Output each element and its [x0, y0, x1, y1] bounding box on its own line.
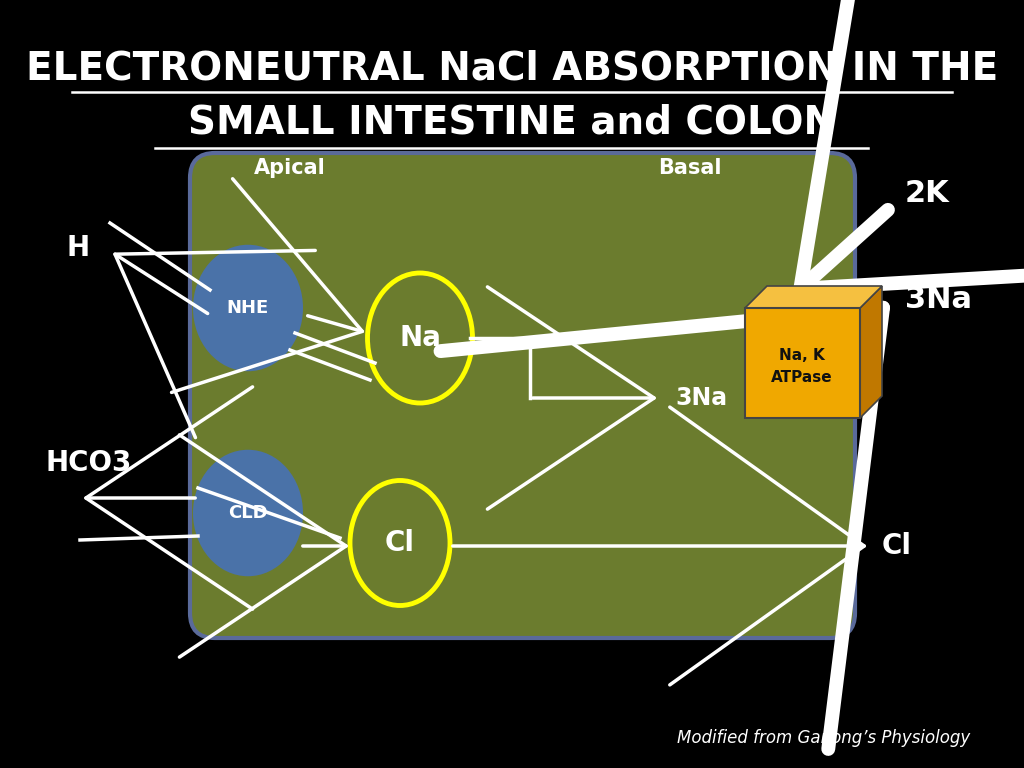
Ellipse shape	[368, 273, 472, 403]
Text: ATPase: ATPase	[771, 369, 833, 385]
Text: 2K: 2K	[905, 178, 949, 207]
Text: Apical: Apical	[254, 158, 326, 178]
Polygon shape	[860, 286, 882, 418]
Text: CLD: CLD	[228, 504, 268, 522]
Text: Cl: Cl	[385, 529, 415, 557]
Text: SMALL INTESTINE and COLON: SMALL INTESTINE and COLON	[188, 104, 836, 142]
Text: 3Na: 3Na	[675, 386, 727, 410]
Text: Basal: Basal	[658, 158, 722, 178]
Text: NHE: NHE	[227, 299, 269, 317]
Text: 3Na: 3Na	[905, 286, 972, 315]
Polygon shape	[745, 286, 882, 308]
Ellipse shape	[193, 450, 303, 576]
Text: Na, K: Na, K	[779, 347, 825, 362]
Ellipse shape	[193, 245, 303, 371]
Text: Cl: Cl	[882, 532, 912, 560]
FancyBboxPatch shape	[190, 153, 855, 638]
Ellipse shape	[350, 481, 450, 605]
Text: H: H	[67, 234, 89, 262]
Text: Modified from Ganong’s Physiology: Modified from Ganong’s Physiology	[677, 729, 970, 747]
Text: Na: Na	[399, 324, 441, 352]
Polygon shape	[745, 308, 860, 418]
Text: HCO3: HCO3	[45, 449, 131, 477]
Text: ELECTRONEUTRAL NaCl ABSORPTION IN THE: ELECTRONEUTRAL NaCl ABSORPTION IN THE	[26, 49, 998, 87]
